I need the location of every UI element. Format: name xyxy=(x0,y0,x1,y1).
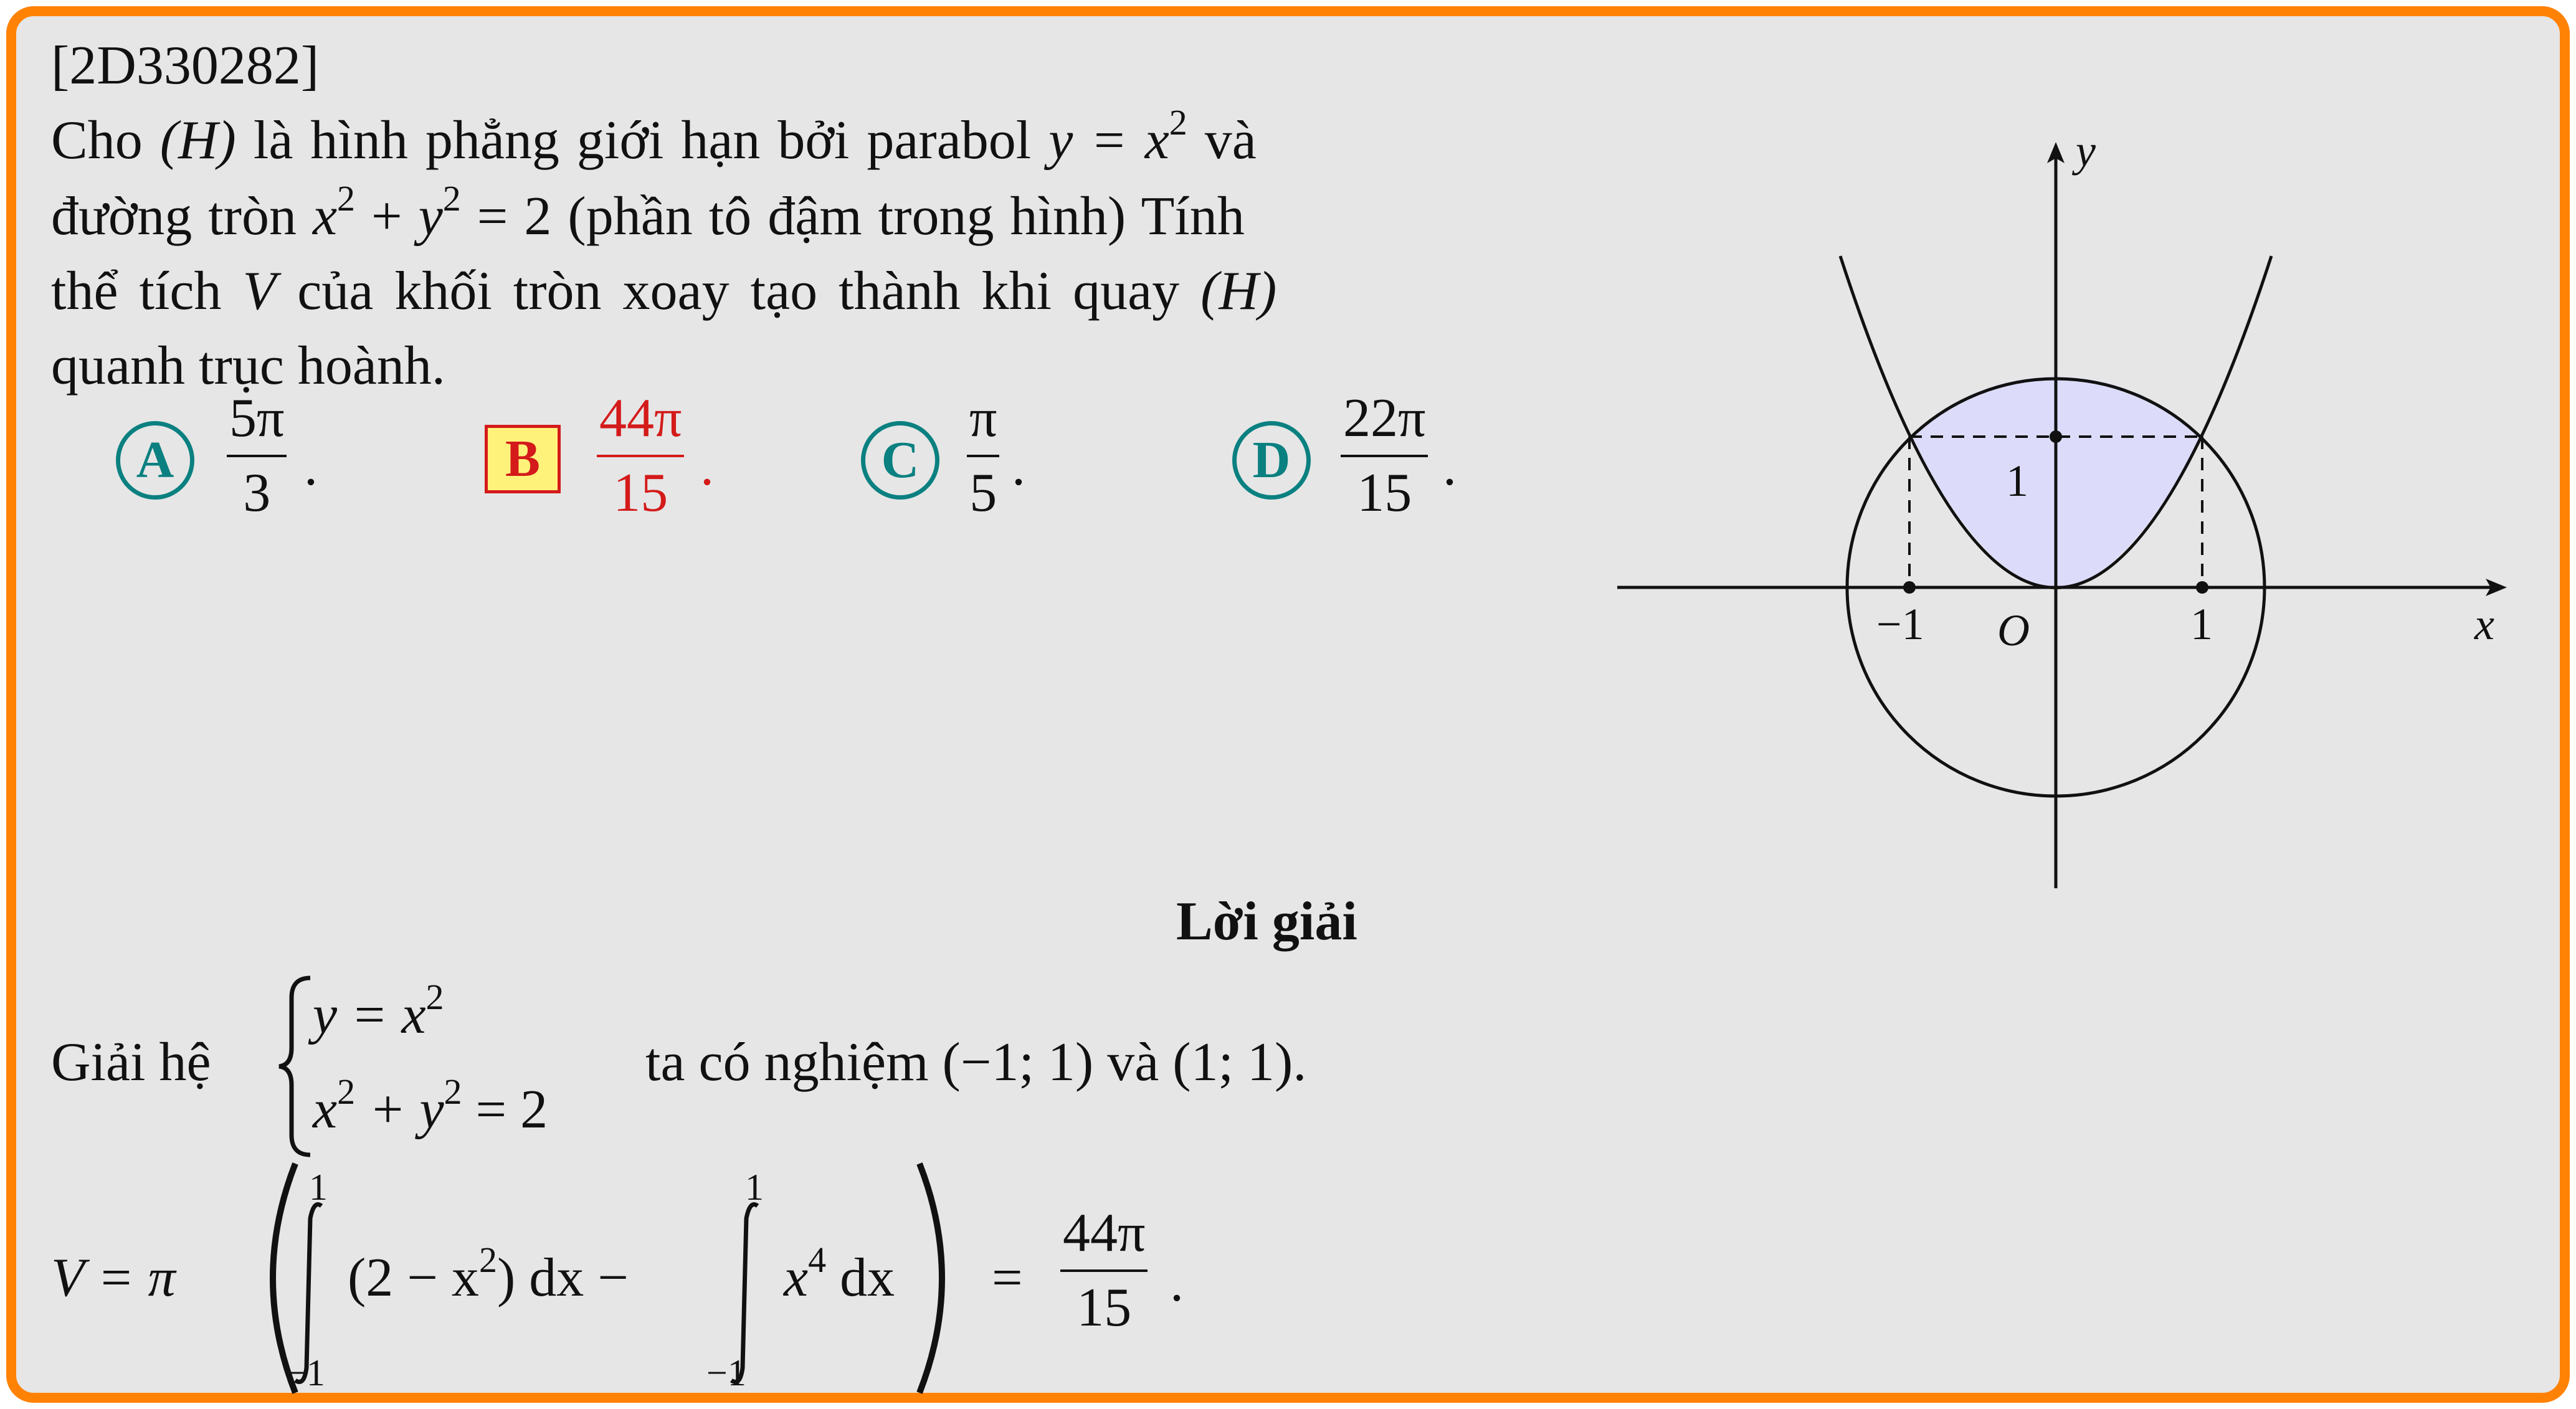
volume-lhs: V = π xyxy=(51,1248,176,1308)
result-equals: = xyxy=(992,1248,1023,1308)
text: Cho xyxy=(51,110,160,171)
text: đường tròn xyxy=(51,186,313,247)
y-axis-arrow xyxy=(2047,142,2065,163)
choice-d-end: . xyxy=(1443,437,1457,497)
x-axis-arrow xyxy=(2486,579,2507,596)
graph-figure: y x O −1 1 1 xyxy=(1617,126,2507,888)
choice-b-end: . xyxy=(700,437,714,497)
math-parabol: y = x xyxy=(1048,110,1169,171)
math-x: x xyxy=(312,186,338,247)
exponent: 2 xyxy=(1169,102,1187,143)
point-minus1 xyxy=(1903,581,1916,594)
choice-a-fraction: 5π 3 xyxy=(227,391,287,521)
numerator: 44π xyxy=(597,391,685,457)
text: y = x xyxy=(313,985,426,1045)
label-tick-1: 1 xyxy=(2190,599,2213,649)
choice-b-fraction: 44π 15 xyxy=(597,391,685,523)
denominator: 3 xyxy=(243,463,271,523)
text: + xyxy=(355,186,419,247)
numerator: 5π xyxy=(227,391,287,457)
denominator: 15 xyxy=(613,463,668,523)
numerator: 22π xyxy=(1341,391,1428,457)
label-origin: O xyxy=(1997,605,2030,655)
problem-line-2: đường tròn x2 + y2 = 2 (phần tô đậm tron… xyxy=(51,181,1245,247)
solution-title: Lời giải xyxy=(1176,891,1357,952)
result-fraction: 44π 15 xyxy=(1060,1206,1148,1335)
text: (2 − x xyxy=(348,1248,479,1308)
choice-d-marker[interactable]: D xyxy=(1232,421,1311,500)
int1-lower: −1 xyxy=(285,1352,325,1393)
choice-b-marker[interactable]: B xyxy=(485,425,561,493)
solve-suffix: ta có nghiệm (−1; 1) và (1; 1). xyxy=(645,1032,1307,1093)
int1-body: (2 − x2) dx − xyxy=(348,1242,629,1308)
choice-a-end: . xyxy=(304,437,318,497)
text: ) dx − xyxy=(497,1248,629,1308)
system-eq-2: x2 + y2 = 2 xyxy=(313,1074,548,1137)
exponent: 4 xyxy=(808,1240,827,1280)
label-tick-y1: 1 xyxy=(2006,456,2028,506)
text: là hình phẳng giới hạn bởi parabol xyxy=(235,110,1049,171)
exponent: 2 xyxy=(337,178,356,219)
text: = 2 xyxy=(460,186,568,247)
math-V: V xyxy=(242,261,277,321)
choice-d-fraction: 22π 15 xyxy=(1341,391,1428,521)
text: (phần tô đậm trong hình) Tính xyxy=(568,186,1245,247)
text: x xyxy=(313,1079,338,1140)
solve-prefix: Giải hệ xyxy=(51,1032,211,1093)
int2-body: x4 dx xyxy=(784,1242,895,1308)
int2-upper: 1 xyxy=(745,1167,764,1208)
choice-a-marker[interactable]: A xyxy=(116,421,194,500)
exponent: 2 xyxy=(442,178,461,219)
exponent: 2 xyxy=(444,1071,462,1112)
denominator: 15 xyxy=(1077,1278,1132,1338)
system-eq-1: y = x2 xyxy=(313,979,444,1045)
text: thể tích xyxy=(51,261,243,321)
result-end: . xyxy=(1170,1253,1184,1313)
exponent: 2 xyxy=(425,977,444,1017)
math-y: y xyxy=(418,186,443,247)
choice-c-end: . xyxy=(1012,437,1025,497)
problem-line-1: Cho (H) là hình phẳng giới hạn bởi parab… xyxy=(51,105,1257,171)
left-paren xyxy=(270,1162,298,1394)
right-paren xyxy=(916,1162,945,1394)
text: và xyxy=(1187,110,1257,171)
choice-c-marker[interactable]: C xyxy=(861,421,939,500)
denominator: 15 xyxy=(1357,463,1412,523)
problem-card: [2D330282] Cho (H) là hình phẳng giới hạ… xyxy=(6,6,2570,1403)
exponent: 2 xyxy=(337,1071,356,1112)
problem-line-3: thể tích V của khối tròn xoay tạo thành … xyxy=(51,264,1276,319)
label-x-axis: x xyxy=(2474,599,2494,649)
text: x xyxy=(784,1248,809,1308)
integral-2-icon xyxy=(730,1202,759,1384)
numerator: 44π xyxy=(1060,1206,1148,1272)
math-H: (H) xyxy=(159,110,236,171)
text: = 2 xyxy=(462,1079,548,1140)
denominator: 5 xyxy=(969,463,997,523)
exponent: 2 xyxy=(478,1240,497,1280)
integral-1-icon xyxy=(293,1202,323,1384)
label-y-axis: y xyxy=(2071,126,2096,176)
text: của khối tròn xoay tạo thành khi quay xyxy=(276,261,1201,321)
int2-lower: −1 xyxy=(706,1352,746,1393)
text: dx xyxy=(826,1248,895,1308)
problem-line-4: quanh trục hoành. xyxy=(51,336,445,396)
int1-upper: 1 xyxy=(309,1167,328,1208)
math-H: (H) xyxy=(1200,261,1277,321)
label-tick-minus1: −1 xyxy=(1876,599,1924,649)
text: + y xyxy=(355,1079,444,1140)
choice-c-fraction: π 5 xyxy=(967,391,1000,523)
numerator: π xyxy=(967,391,1000,457)
point-y1 xyxy=(2050,430,2062,443)
problem-id: [2D330282] xyxy=(51,36,320,96)
system-brace xyxy=(278,975,311,1157)
point-1 xyxy=(2196,581,2208,594)
